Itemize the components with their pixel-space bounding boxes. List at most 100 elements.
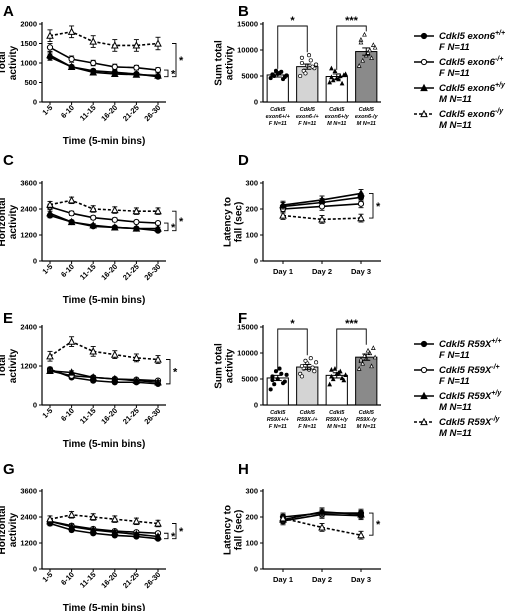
individual-point xyxy=(339,80,345,86)
x-tick-label-line: M N=11 xyxy=(357,121,376,127)
individual-point xyxy=(372,354,378,360)
series-3 xyxy=(46,517,162,540)
x-tick-label-line: R59X-/y xyxy=(356,417,377,423)
data-point xyxy=(68,210,75,217)
y-tick-label: 5000 xyxy=(241,72,258,81)
legend-group: F N=11 xyxy=(439,68,470,79)
legend-genotype: +/+ xyxy=(495,30,505,37)
data-point xyxy=(111,63,118,71)
data-point xyxy=(154,71,162,79)
y-axis-title: Horizontalactivity xyxy=(0,197,19,246)
significance-label: * xyxy=(171,222,176,234)
individual-point xyxy=(332,68,338,73)
individual-point xyxy=(270,374,275,379)
individual-point xyxy=(306,53,312,58)
x-tick-label: 26-30 xyxy=(142,570,162,590)
y-axis-title-line: activity xyxy=(8,512,19,547)
x-tick-label: 6-10 xyxy=(59,262,76,279)
individual-point xyxy=(299,363,304,369)
y-tick-label: 200 xyxy=(245,513,258,522)
y-tick-label: 200 xyxy=(245,205,258,214)
panel-e: E 0 1200 2400 Totalactivity 1-5 6-10 11-15 16-20… xyxy=(0,310,178,450)
legend-entry: Cdkl5 exon6-/+F N=11 xyxy=(414,56,503,79)
series-4 xyxy=(279,513,365,540)
legend-group: M N=11 xyxy=(439,94,472,105)
x-tick-label: 16-20 xyxy=(99,406,119,426)
legend-label: Cdkl5 R59X-/y xyxy=(439,416,501,428)
legend-genotype: -/y xyxy=(491,416,500,423)
data-point xyxy=(89,512,98,521)
y-axis-title: Latency tofall (sec) xyxy=(222,505,244,555)
y-axis-title-line: fall (sec) xyxy=(233,202,244,243)
x-tick-label-line: Cdkl5 xyxy=(359,410,375,416)
data-point xyxy=(90,59,97,67)
individual-point xyxy=(273,369,279,374)
series-line xyxy=(49,368,159,385)
x-tick-label-line: R59X-/+ xyxy=(297,417,318,423)
bar-group-2 xyxy=(296,53,319,103)
individual-point xyxy=(337,73,343,79)
legend-gene: Cdkl5 R59X xyxy=(439,417,492,428)
data-point xyxy=(132,206,141,215)
y-tick-label: 0 xyxy=(33,98,37,107)
individual-point xyxy=(365,347,371,353)
series-4 xyxy=(279,211,365,224)
individual-point xyxy=(367,47,373,53)
x-axis-title: Time (5-min bins) xyxy=(63,136,146,147)
x-tick-label: 11-15 xyxy=(78,262,98,282)
y-axis-title: Sum totalactivity xyxy=(214,40,236,86)
panel-letter: H xyxy=(238,461,249,478)
significance-label: * xyxy=(171,531,176,543)
data-point xyxy=(154,224,162,232)
data-point xyxy=(67,196,76,204)
legend-group: F N=11 xyxy=(439,376,470,387)
y-axis-title-line: activity xyxy=(8,204,19,239)
y-tick-label: 100 xyxy=(245,231,258,240)
data-point xyxy=(67,337,76,345)
y-axis-title: Latency tofall (sec) xyxy=(222,197,244,247)
individual-point xyxy=(277,366,282,371)
bar-group-4 xyxy=(355,345,378,406)
individual-point xyxy=(314,62,319,67)
data-point xyxy=(110,205,119,214)
significance-label: * xyxy=(173,367,178,379)
legend-group: M N=11 xyxy=(439,402,472,413)
series-3 xyxy=(46,209,162,232)
y-tick-label: 15000 xyxy=(237,323,258,332)
x-tick-label: Day 3 xyxy=(351,575,371,584)
data-point xyxy=(357,510,365,518)
x-tick-label: Cdkl5 R59X+/y M N=11 xyxy=(326,410,349,430)
legend-label: Cdkl5 R59X-/+ xyxy=(439,364,500,376)
x-tick-label: 6-10 xyxy=(59,103,76,120)
panel-letter: G xyxy=(3,461,15,478)
individual-point xyxy=(310,365,315,370)
data-point xyxy=(110,223,119,231)
significance-label: * xyxy=(376,201,381,213)
legend-genotype: +/+ xyxy=(491,338,501,345)
data-point xyxy=(46,366,54,374)
series-2 xyxy=(46,203,162,227)
x-tick-label-line: Cdkl5 xyxy=(300,107,316,113)
individual-point xyxy=(299,60,304,66)
data-point xyxy=(46,31,54,39)
x-tick-label-line: M N=11 xyxy=(327,424,346,430)
individual-point xyxy=(284,372,289,377)
individual-point xyxy=(308,58,313,63)
panel-letter: F xyxy=(238,310,247,327)
data-point xyxy=(132,353,141,361)
x-tick-label: 21-25 xyxy=(121,570,141,590)
data-point xyxy=(89,220,98,229)
legend-marker xyxy=(420,366,428,374)
individual-point xyxy=(272,382,277,387)
y-axis-title-line: activity xyxy=(8,348,19,383)
data-point xyxy=(46,514,54,523)
series-line xyxy=(49,206,159,224)
data-point xyxy=(110,514,119,523)
legend-marker xyxy=(420,417,428,426)
y-tick-label: 300 xyxy=(245,179,258,188)
legend-entry: Cdkl5 R59X-/yM N=11 xyxy=(414,416,501,439)
x-tick-label: Day 3 xyxy=(351,267,371,276)
y-tick-label: 0 xyxy=(254,257,258,266)
individual-point xyxy=(268,387,273,392)
